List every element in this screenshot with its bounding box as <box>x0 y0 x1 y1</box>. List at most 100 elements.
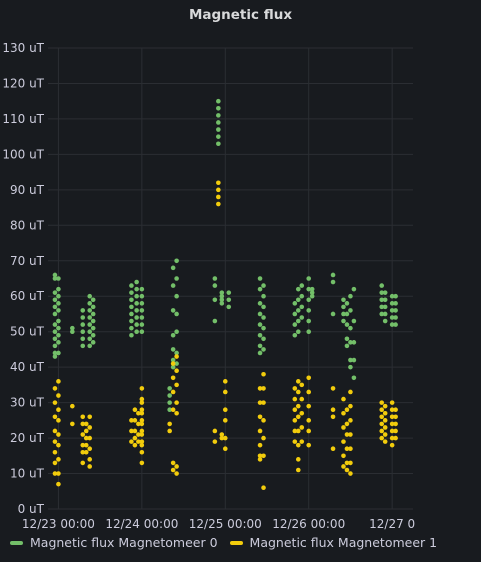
data-point-series-1 <box>330 414 336 420</box>
data-point-series-1 <box>344 432 350 437</box>
data-point-series-0 <box>56 318 61 324</box>
data-point-series-0 <box>139 322 145 327</box>
data-point-series-1 <box>139 400 145 405</box>
data-point-series-0 <box>167 386 172 391</box>
data-point-series-1 <box>299 410 305 416</box>
data-point-series-1 <box>132 407 138 413</box>
legend-label-series-1: Magnetic flux Magnetomeer 1 <box>249 535 438 550</box>
data-point-series-0 <box>52 343 58 349</box>
data-point-series-1 <box>216 187 221 193</box>
data-point-series-1 <box>306 389 312 395</box>
data-point-series-0 <box>330 272 336 278</box>
data-point-series-1 <box>219 432 225 437</box>
data-point-series-0 <box>52 329 58 334</box>
data-point-series-1 <box>80 449 86 455</box>
data-point-series-0 <box>87 293 93 299</box>
y-tick-label: 60 uT <box>10 289 45 303</box>
data-point-series-0 <box>52 322 58 327</box>
data-point-series-1 <box>174 471 179 476</box>
legend-item-series-0[interactable]: Magnetic flux Magnetomeer 0 <box>10 535 218 550</box>
data-point-series-1 <box>292 386 298 391</box>
data-point-series-0 <box>299 315 305 320</box>
data-point-series-0 <box>134 308 139 313</box>
data-point-series-1 <box>174 368 179 374</box>
data-point-series-1 <box>139 432 145 437</box>
y-tick-label: 80 uT <box>10 218 45 232</box>
data-point-series-0 <box>170 308 176 313</box>
data-point-series-0 <box>226 304 232 310</box>
data-point-series-0 <box>389 308 395 313</box>
data-point-series-0 <box>52 276 58 281</box>
data-point-series-1 <box>222 418 228 423</box>
data-point-series-0 <box>174 293 179 299</box>
data-point-series-0 <box>139 301 145 306</box>
data-point-series-0 <box>216 141 221 147</box>
data-point-series-1 <box>292 407 298 413</box>
data-point-series-1 <box>379 435 385 441</box>
y-tick-label: 0 uT <box>18 502 45 516</box>
data-point-series-1 <box>330 407 336 413</box>
data-point-series-1 <box>292 439 298 444</box>
data-point-series-0 <box>212 297 218 303</box>
data-point-series-0 <box>80 343 86 349</box>
data-point-series-1 <box>56 418 61 423</box>
data-point-series-1 <box>257 457 263 462</box>
data-point-series-1 <box>382 432 388 437</box>
data-point-series-1 <box>257 414 263 420</box>
data-point-series-0 <box>382 311 388 317</box>
data-point-series-1 <box>170 375 176 381</box>
data-point-series-1 <box>348 418 353 423</box>
data-point-series-0 <box>170 357 176 363</box>
data-point-series-0 <box>52 297 58 303</box>
data-point-series-1 <box>87 425 93 430</box>
y-tick-label: 120 uT <box>2 76 44 90</box>
panel-title: Magnetic flux <box>188 7 293 23</box>
data-point-series-1 <box>174 410 179 416</box>
data-point-series-0 <box>167 400 172 405</box>
data-point-series-1 <box>80 414 86 420</box>
data-point-series-1 <box>170 361 176 366</box>
data-point-series-1 <box>344 421 350 427</box>
data-point-series-0 <box>219 301 225 306</box>
data-point-series-1 <box>348 389 353 395</box>
data-point-series-0 <box>351 357 357 363</box>
data-point-series-1 <box>174 382 179 388</box>
data-point-series-0 <box>309 290 315 295</box>
data-point-series-0 <box>348 325 353 331</box>
data-point-series-0 <box>52 336 58 342</box>
data-point-series-0 <box>134 293 139 299</box>
data-point-series-1 <box>379 407 385 413</box>
data-point-series-0 <box>56 286 61 292</box>
data-point-series-0 <box>344 311 350 317</box>
data-point-series-1 <box>379 414 385 420</box>
data-point-series-0 <box>379 290 385 295</box>
data-point-series-1 <box>222 435 228 441</box>
data-point-series-0 <box>389 293 395 299</box>
legend-item-series-1[interactable]: Magnetic flux Magnetomeer 1 <box>229 535 438 550</box>
data-point-series-0 <box>306 276 312 281</box>
data-point-series-0 <box>129 283 134 288</box>
data-point-series-0 <box>52 354 58 359</box>
data-point-series-0 <box>212 283 218 288</box>
data-point-series-1 <box>348 446 353 452</box>
data-point-series-0 <box>309 293 315 299</box>
data-point-series-0 <box>292 311 298 317</box>
data-point-series-0 <box>87 343 93 349</box>
data-point-series-0 <box>174 276 179 281</box>
data-point-series-0 <box>382 290 388 295</box>
data-point-series-0 <box>167 407 172 413</box>
y-tick-label: 70 uT <box>10 254 45 268</box>
data-point-series-1 <box>389 400 395 405</box>
data-point-series-0 <box>261 315 266 320</box>
data-point-series-0 <box>139 286 145 292</box>
data-point-series-0 <box>80 336 86 342</box>
data-point-series-0 <box>174 361 179 366</box>
data-point-series-0 <box>129 332 134 338</box>
data-point-series-1 <box>382 410 388 416</box>
data-point-series-1 <box>139 396 145 402</box>
data-point-series-0 <box>306 297 312 303</box>
data-point-series-1 <box>341 439 346 444</box>
data-point-series-0 <box>56 276 61 281</box>
data-point-series-1 <box>216 201 221 207</box>
data-point-series-1 <box>341 453 346 459</box>
